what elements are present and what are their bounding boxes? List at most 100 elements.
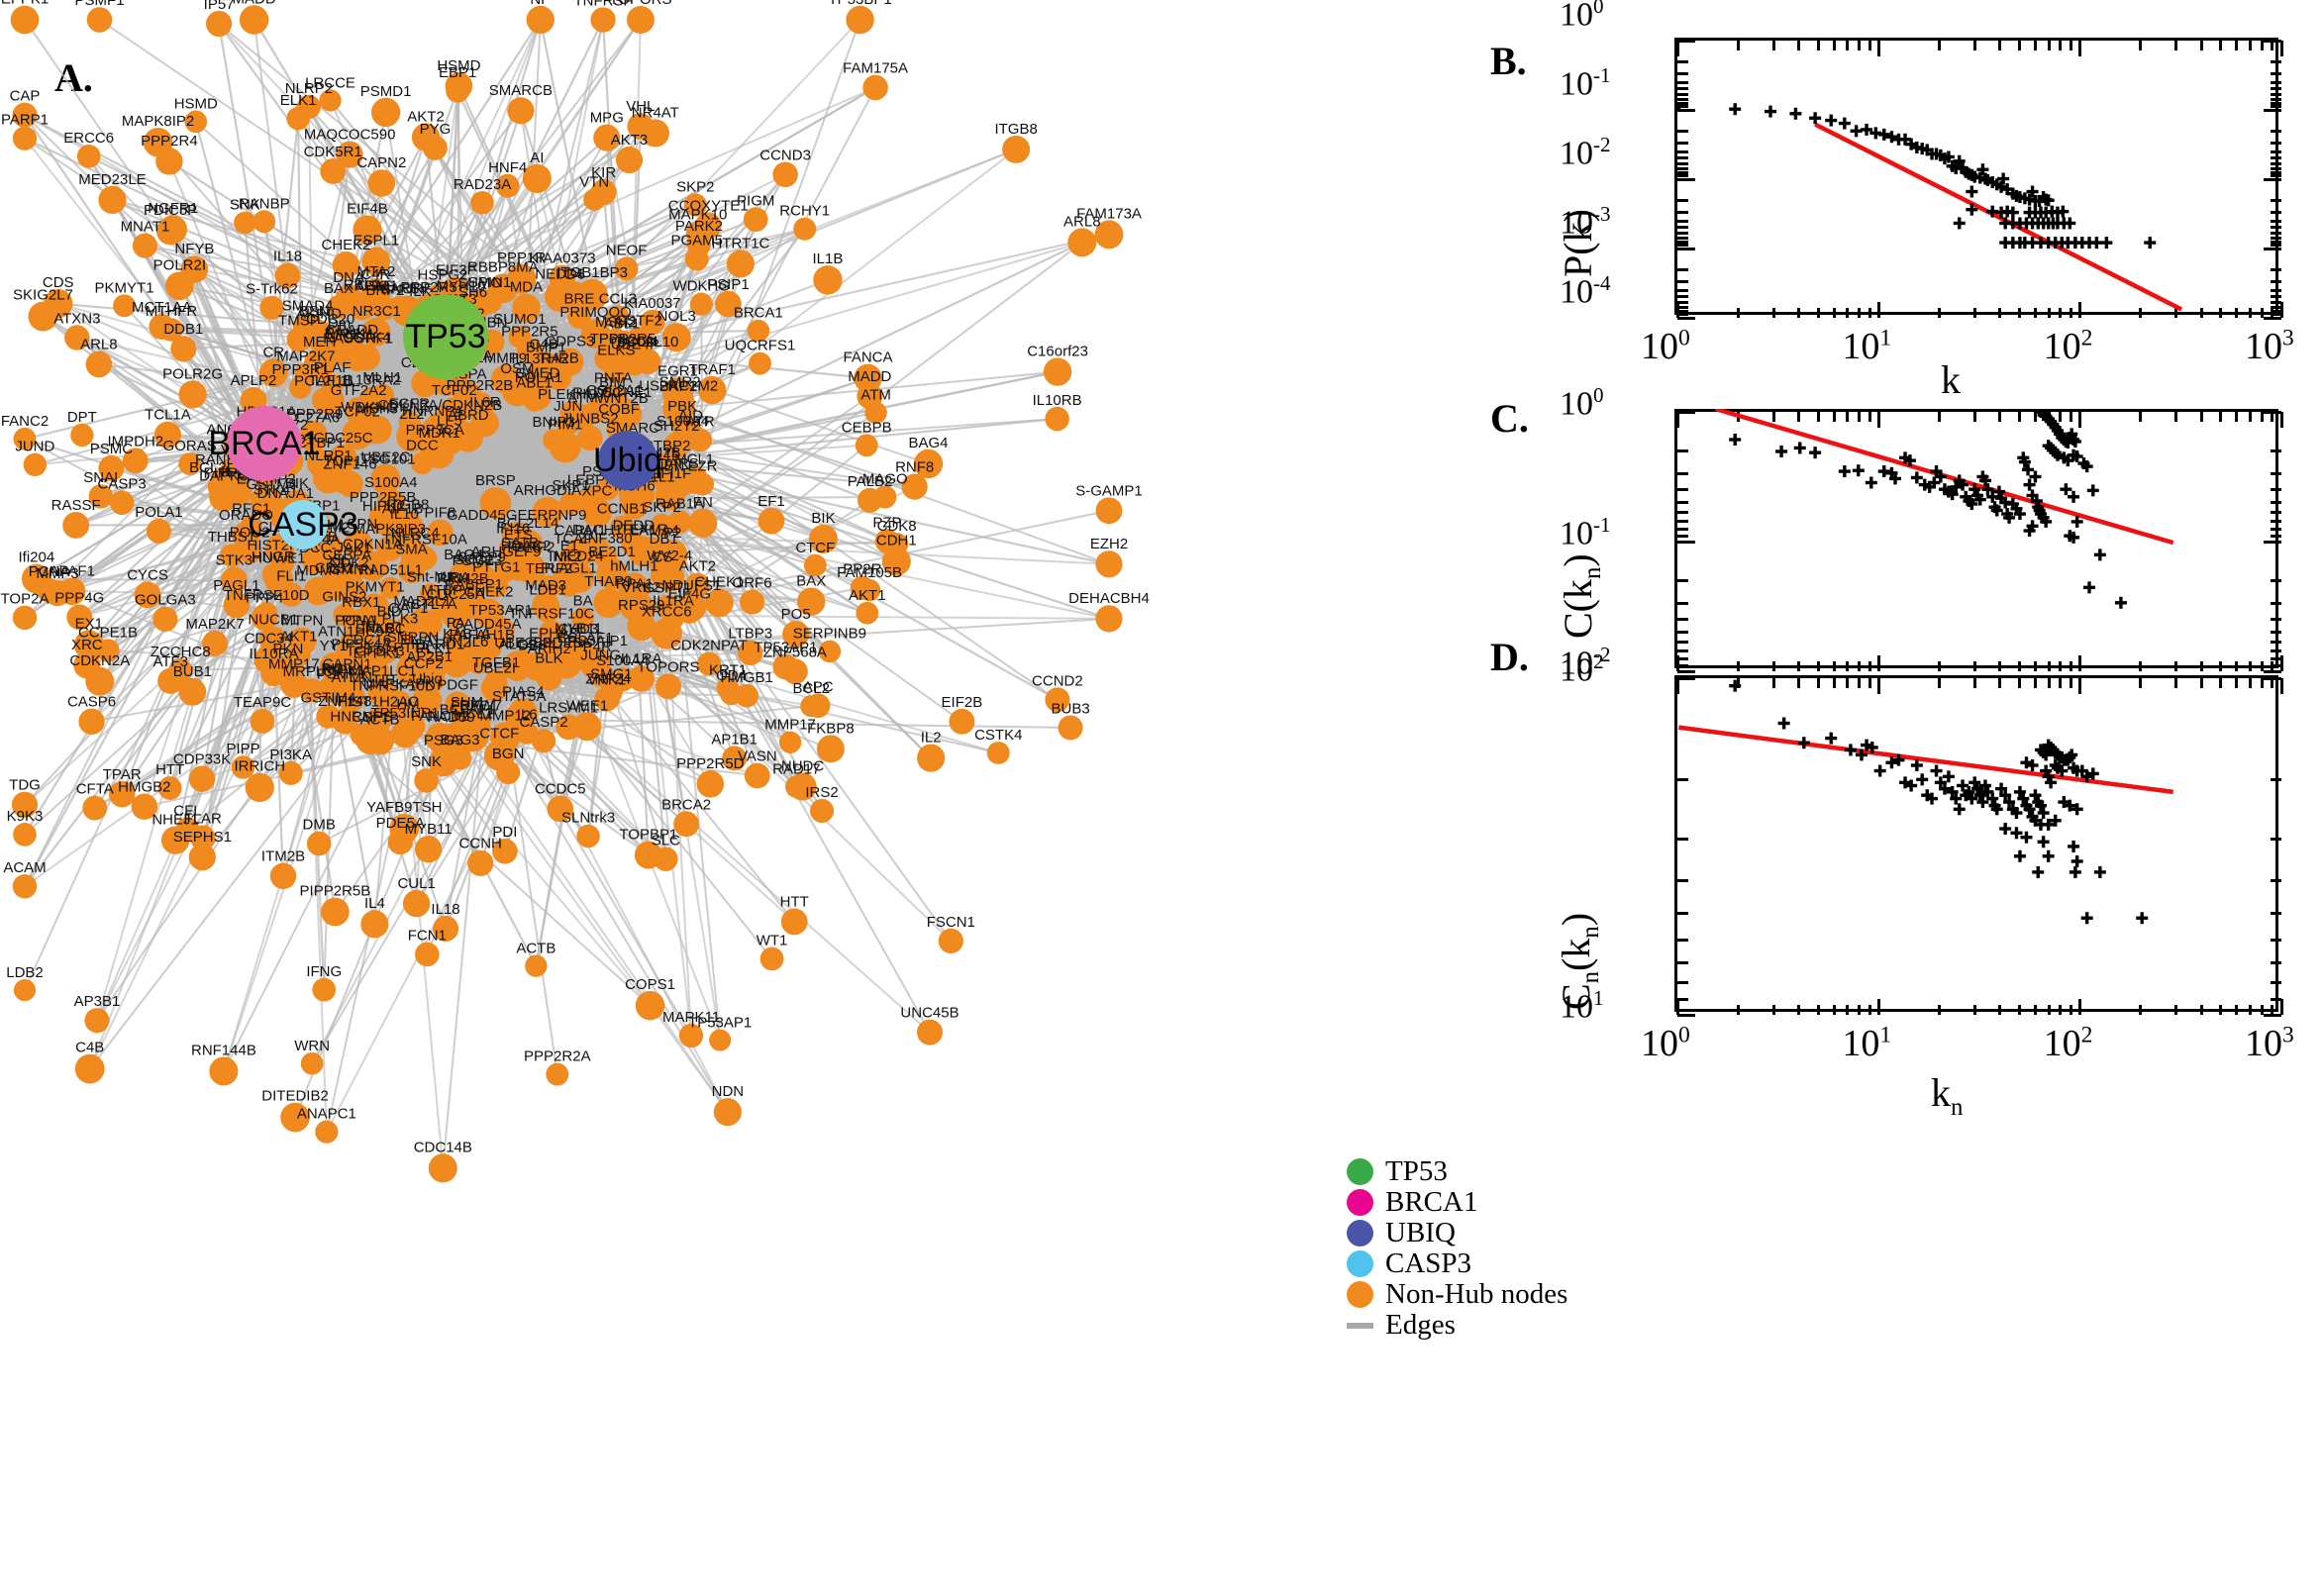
network-node[interactable] [250,709,275,734]
network-node[interactable] [76,145,101,168]
network-node[interactable] [419,583,443,607]
network-node[interactable] [289,376,312,399]
network-node[interactable] [697,375,727,405]
network-node[interactable] [526,5,555,35]
network-node[interactable] [436,723,466,754]
network-node[interactable] [376,489,406,518]
network-node[interactable] [688,508,718,539]
network-node[interactable] [13,979,37,1002]
network-node[interactable] [805,693,831,719]
network-node[interactable] [489,722,521,753]
network-node[interactable] [508,326,532,349]
network-node[interactable] [610,404,635,430]
network-node[interactable] [1094,220,1124,249]
network-node[interactable] [781,658,808,685]
network-node[interactable] [372,513,395,536]
network-node[interactable] [28,301,58,332]
network-node[interactable] [449,561,478,590]
network-node[interactable] [73,630,104,660]
network-node[interactable] [532,591,560,620]
network-node[interactable] [603,356,630,383]
network-node[interactable] [70,423,94,448]
network-node[interactable] [523,389,546,412]
network-node[interactable] [427,519,454,547]
network-node[interactable] [1045,687,1070,713]
network-node[interactable] [697,651,721,676]
network-node[interactable] [175,817,200,842]
network-node[interactable] [143,128,173,157]
hub-node-casp3[interactable] [278,500,328,549]
network-node[interactable] [352,647,382,677]
network-node[interactable] [650,513,674,538]
network-node[interactable] [332,251,360,279]
network-node[interactable] [402,889,431,918]
network-node[interactable] [529,350,558,380]
network-node[interactable] [470,190,494,215]
network-node[interactable] [901,473,928,500]
network-node[interactable] [421,417,445,440]
network-node[interactable] [749,351,771,375]
network-node[interactable] [986,742,1010,764]
network-node[interactable] [635,349,661,375]
network-node[interactable] [511,649,535,673]
network-node[interactable] [696,770,725,798]
network-node[interactable] [357,386,385,414]
network-node[interactable] [772,161,798,188]
network-node[interactable] [220,544,244,567]
network-node[interactable] [391,511,424,544]
network-node[interactable] [258,358,288,388]
network-node[interactable] [170,336,197,362]
network-node[interactable] [152,606,178,632]
network-node[interactable] [938,928,963,954]
network-node[interactable] [715,290,742,318]
network-node[interactable] [178,452,202,475]
network-node[interactable] [202,630,228,656]
network-node[interactable] [332,340,358,367]
network-node[interactable] [188,844,216,871]
network-node[interactable] [782,621,810,648]
network-node[interactable] [157,667,184,694]
network-node[interactable] [306,831,332,856]
network-node[interactable] [379,576,402,599]
network-node[interactable] [654,847,678,871]
network-node[interactable] [556,413,580,436]
network-node[interactable] [635,990,665,1021]
network-node[interactable] [576,824,600,848]
network-node[interactable] [373,297,397,321]
network-node[interactable] [516,553,547,584]
network-node[interactable] [558,491,583,516]
network-node[interactable] [221,566,248,594]
network-node[interactable] [226,479,252,506]
network-node[interactable] [856,601,879,625]
network-node[interactable] [813,265,843,295]
network-node[interactable] [327,295,351,319]
network-node[interactable] [411,123,441,151]
network-node[interactable] [599,680,623,704]
network-node[interactable] [587,661,614,688]
network-node[interactable] [685,221,710,246]
network-node[interactable] [809,798,835,824]
network-node[interactable] [640,309,665,336]
network-node[interactable] [661,607,685,630]
network-node[interactable] [253,645,284,675]
network-node[interactable] [716,676,740,700]
network-node[interactable] [66,604,93,631]
network-node[interactable] [319,89,342,112]
network-node[interactable] [12,605,38,631]
network-node[interactable] [85,666,115,696]
network-node[interactable] [581,497,613,528]
network-node[interactable] [409,608,436,635]
network-node[interactable] [532,496,563,528]
network-node[interactable] [913,449,944,479]
network-node[interactable] [336,141,363,168]
network-node[interactable] [684,247,709,271]
network-node[interactable] [606,305,630,329]
network-node[interactable] [1067,228,1097,257]
network-node[interactable] [397,555,426,584]
network-node[interactable] [86,7,113,33]
network-node[interactable] [286,106,310,131]
network-node[interactable] [414,836,443,863]
network-node[interactable] [654,451,680,478]
network-node[interactable] [477,289,502,314]
network-node[interactable] [881,547,911,576]
